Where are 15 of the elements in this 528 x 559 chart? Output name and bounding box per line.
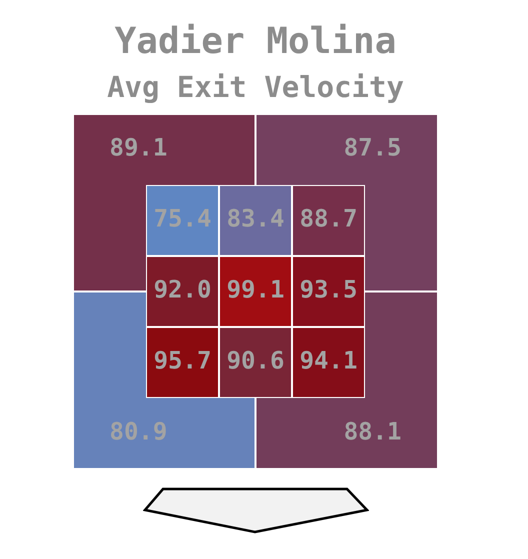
data-label: 90.6: [226, 346, 284, 375]
data-label: 88.1: [344, 418, 402, 446]
data-label: 75.4: [154, 204, 212, 233]
data-label: 94.1: [300, 346, 358, 375]
chart-title: Yadier Molina: [114, 21, 398, 62]
data-label: 87.5: [344, 134, 402, 162]
data-label: 89.1: [110, 134, 168, 162]
data-label: 92.0: [154, 276, 212, 304]
data-label: 93.5: [300, 276, 358, 304]
data-label: 83.4: [226, 204, 284, 233]
data-label: 99.1: [226, 276, 284, 304]
data-label: 95.7: [154, 346, 212, 375]
data-label: 80.9: [110, 418, 168, 446]
chart-subtitle: Avg Exit Velocity: [106, 70, 405, 104]
data-label: 88.7: [300, 204, 358, 233]
